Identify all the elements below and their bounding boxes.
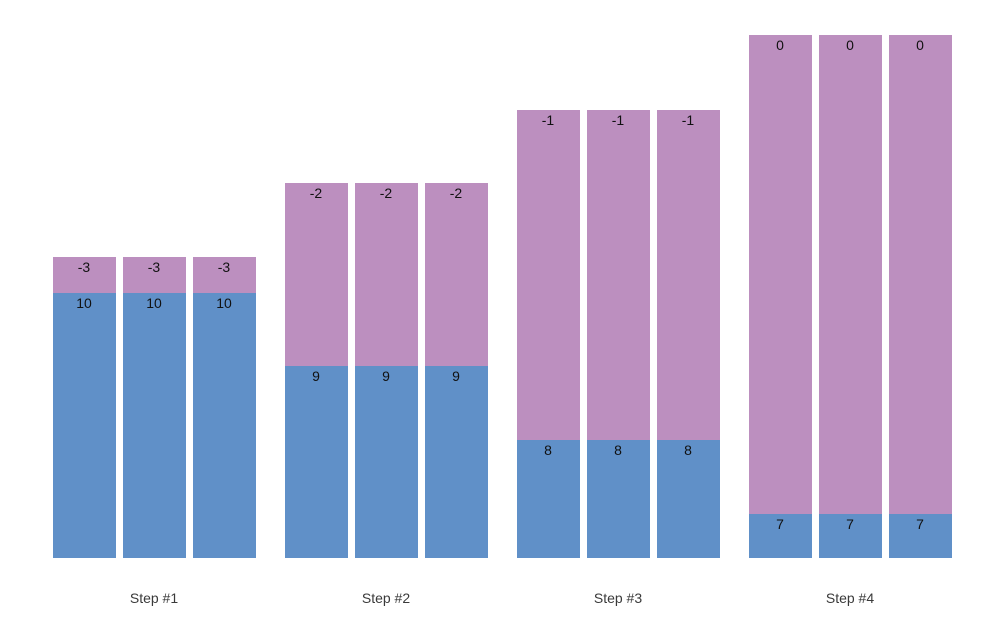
bar-value-label: 0 [916, 37, 924, 53]
category-label: Step #2 [361, 590, 411, 606]
bar-segment-value: 9 [354, 366, 418, 558]
bar-value-label: -2 [309, 185, 323, 201]
bar-segment-value: 8 [586, 440, 650, 558]
bar-segment-potential: -2 [354, 183, 418, 366]
category-label: Step #1 [129, 590, 179, 606]
bar-value-label: -1 [681, 112, 695, 128]
bar-segment-potential: -2 [424, 183, 488, 366]
bar-value-label: -1 [541, 112, 555, 128]
bar-segment-potential: -3 [122, 257, 186, 293]
bar-value-label: 9 [452, 368, 460, 384]
bar-segment-value: 10 [52, 293, 116, 558]
bar-value-label: 8 [614, 442, 622, 458]
bar-segment-potential: -1 [516, 110, 580, 440]
bar-segment-potential: -3 [52, 257, 116, 293]
bar-value-label: 8 [544, 442, 552, 458]
bar-value-label: 7 [916, 516, 924, 532]
bar-value-label: 0 [846, 37, 854, 53]
bar-value-label: 10 [216, 295, 232, 311]
bar-value-label: 9 [312, 368, 320, 384]
bar-segment-potential: 0 [888, 35, 952, 514]
bar-segment-value: 10 [122, 293, 186, 558]
category-label: Step #4 [825, 590, 875, 606]
bar-segment-potential: 0 [748, 35, 812, 514]
bar-segment-potential: -1 [586, 110, 650, 440]
bar-segment-value: 9 [424, 366, 488, 558]
bar-value-label: 8 [684, 442, 692, 458]
bar-segment-value: 8 [656, 440, 720, 558]
bar-value-label: -2 [449, 185, 463, 201]
bar-segment-potential: -1 [656, 110, 720, 440]
bar-value-label: 10 [76, 295, 92, 311]
bar-segment-potential: 0 [818, 35, 882, 514]
bar-segment-potential: -3 [192, 257, 256, 293]
bar-value-label: -3 [217, 259, 231, 275]
bar-value-label: 9 [382, 368, 390, 384]
bar-value-label: -1 [611, 112, 625, 128]
bar-segment-potential: -2 [284, 183, 348, 366]
bar-segment-value: 8 [516, 440, 580, 558]
bar-segment-value: 10 [192, 293, 256, 558]
bar-value-label: -2 [379, 185, 393, 201]
bar-value-label: 7 [846, 516, 854, 532]
bar-value-label: 10 [146, 295, 162, 311]
bar-value-label: 0 [776, 37, 784, 53]
bar-segment-value: 9 [284, 366, 348, 558]
bar-value-label: -3 [77, 259, 91, 275]
category-label: Step #3 [593, 590, 643, 606]
bar-value-label: -3 [147, 259, 161, 275]
bar-segment-value: 7 [888, 514, 952, 558]
bar-value-label: 7 [776, 516, 784, 532]
bar-segment-value: 7 [818, 514, 882, 558]
bar-segment-value: 7 [748, 514, 812, 558]
